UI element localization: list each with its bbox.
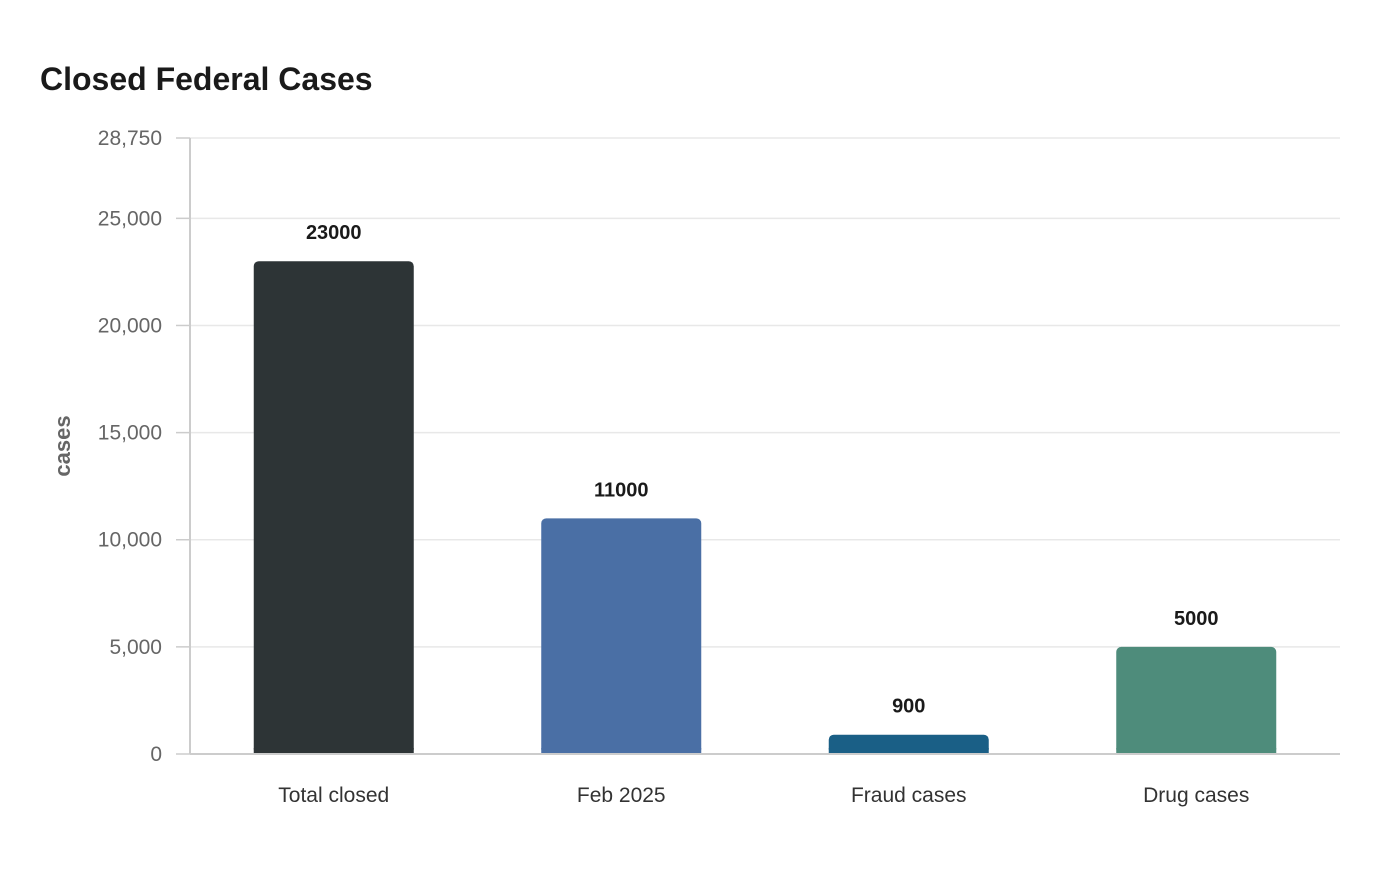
y-tick-label: 25,000	[98, 207, 162, 230]
bar-base	[1116, 748, 1277, 754]
value-label: 11000	[594, 479, 649, 501]
value-label: 900	[892, 696, 925, 718]
x-tick-label: Fraud cases	[851, 784, 967, 807]
value-labels: 23000 11000 900 5000	[306, 222, 1219, 718]
y-tick-label: 28,750	[98, 127, 162, 150]
chart-title: Closed Federal Cases	[40, 61, 373, 97]
y-tick-label: 0	[150, 743, 162, 766]
x-tick-label: Total closed	[278, 784, 389, 807]
y-axis-ticks: 0 5,000 10,000 15,000 20,000 25,000 28,750	[98, 127, 190, 766]
x-tick-label: Drug cases	[1143, 784, 1249, 807]
bar-feb-2025	[541, 518, 702, 754]
bar-drug-cases	[1116, 646, 1277, 754]
bar-base	[541, 748, 702, 754]
value-label: 23000	[306, 222, 362, 244]
bars	[253, 261, 1277, 754]
bar-base	[253, 748, 414, 754]
x-tick-label: Feb 2025	[577, 784, 666, 807]
y-tick-label: 20,000	[98, 314, 162, 337]
x-axis-ticks: Total closed Feb 2025 Fraud cases Drug case…	[278, 784, 1249, 807]
y-axis-label: cases	[50, 415, 75, 476]
value-label: 5000	[1174, 608, 1219, 630]
bar-total-closed	[253, 261, 414, 754]
y-tick-label: 10,000	[98, 529, 162, 552]
y-tick-label: 15,000	[98, 422, 162, 445]
y-tick-label: 5,000	[109, 636, 162, 659]
bar-base	[828, 748, 989, 754]
